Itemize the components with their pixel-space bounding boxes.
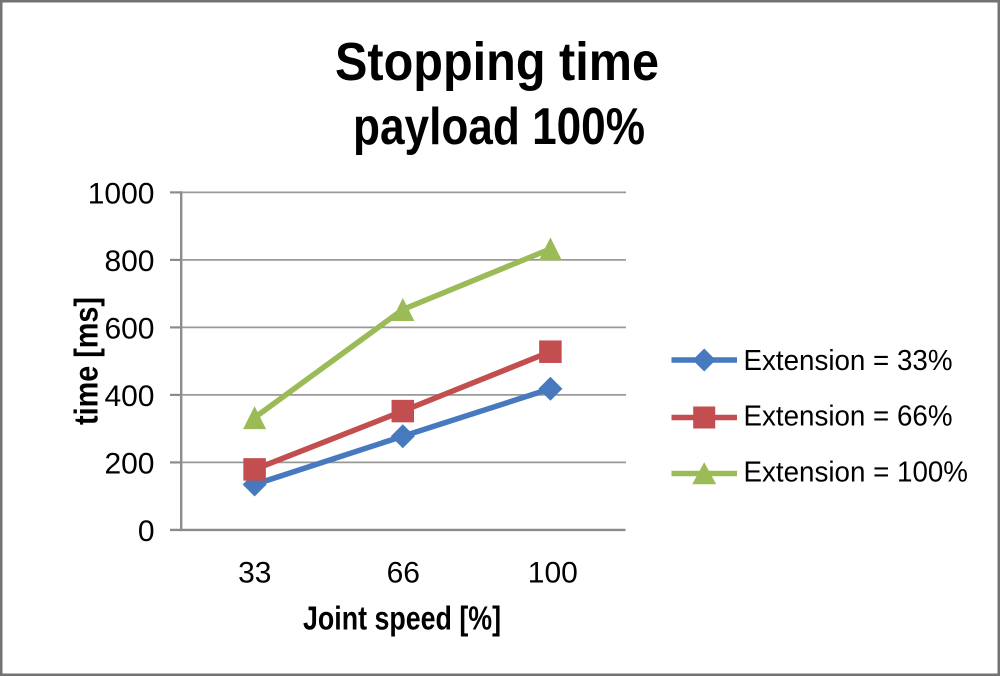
svg-text:Extension = 100%: Extension = 100% xyxy=(744,457,969,489)
svg-text:0: 0 xyxy=(138,515,155,548)
svg-text:100: 100 xyxy=(528,556,578,589)
svg-text:66: 66 xyxy=(387,556,420,589)
svg-text:800: 800 xyxy=(104,245,154,278)
svg-text:Extension = 66%: Extension = 66% xyxy=(744,401,953,433)
svg-text:200: 200 xyxy=(104,447,154,480)
svg-text:600: 600 xyxy=(104,312,154,345)
svg-text:Extension = 33%: Extension = 33% xyxy=(744,345,953,377)
svg-text:payload 100%: payload 100% xyxy=(353,98,645,156)
svg-text:33: 33 xyxy=(238,556,271,589)
svg-text:400: 400 xyxy=(104,380,154,413)
svg-text:Joint speed [%]: Joint speed [%] xyxy=(303,601,501,638)
svg-text:1000: 1000 xyxy=(88,177,155,210)
svg-text:Stopping time: Stopping time xyxy=(335,32,659,92)
svg-text:time [ms]: time [ms] xyxy=(69,297,106,425)
